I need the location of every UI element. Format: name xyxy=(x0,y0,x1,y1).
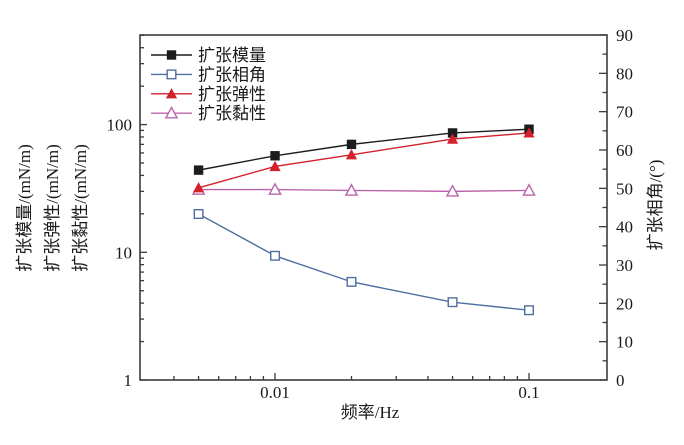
marker-modulus xyxy=(346,139,357,150)
y-left-tick-label: 100 xyxy=(107,116,133,135)
marker-elasticity xyxy=(446,133,459,144)
y-right-tick-label: 60 xyxy=(616,141,633,160)
marker-elasticity xyxy=(269,160,281,172)
legend-marker-viscosity xyxy=(164,106,179,119)
marker-elasticity xyxy=(345,149,358,160)
y-right-tick-label: 30 xyxy=(616,256,633,275)
y-right-tick-label: 40 xyxy=(616,218,633,237)
legend-label-phase-angle: 扩张相角 xyxy=(198,65,266,84)
plot-layer: 0.01 0.1 1 10 100 0 10 20 30 40 50 60 70 80 90 扩张模量扩张相角… xyxy=(107,26,634,402)
y-right-tick-label: 80 xyxy=(616,64,633,83)
legend-label-elasticity: 扩张弹性 xyxy=(198,85,266,104)
marker-viscosity xyxy=(268,182,282,195)
x-axis-tick-label: 0.1 xyxy=(518,383,539,402)
marker-viscosity xyxy=(344,183,359,196)
x-axis-title: 频率/Hz xyxy=(341,403,400,422)
series-line-phase-angle xyxy=(198,213,530,311)
marker-elasticity xyxy=(523,127,535,138)
legend-marker-elasticity xyxy=(165,88,178,99)
series-line-viscosity xyxy=(198,188,530,193)
x-axis-tick-label: 0.01 xyxy=(260,383,290,402)
y-left-title-viscosity: 扩张黏性/(mN/m) xyxy=(71,144,90,272)
y-left-title-modulus: 扩张模量/(mN/m) xyxy=(15,144,34,272)
marker-elasticity xyxy=(192,182,205,193)
marker-modulus xyxy=(270,151,280,161)
legend-label-modulus: 扩张模量 xyxy=(198,46,266,65)
marker-phase-angle xyxy=(270,250,281,261)
marker-phase-angle xyxy=(193,209,204,220)
y-right-tick-label: 90 xyxy=(616,26,633,45)
legend-marker-modulus xyxy=(166,50,177,60)
marker-phase-angle xyxy=(346,276,357,287)
y-right-tick-label: 50 xyxy=(616,179,633,198)
y-left-tick-label: 1 xyxy=(124,371,133,390)
y-right-tick-label: 0 xyxy=(616,371,625,390)
marker-modulus xyxy=(447,128,458,138)
legend-label-viscosity: 扩张黏性 xyxy=(198,104,266,123)
marker-modulus xyxy=(193,165,204,175)
y-right-tick-label: 20 xyxy=(616,294,633,313)
y-right-title-phase-angle: 扩张相角/(°) xyxy=(646,160,665,251)
series-line-modulus xyxy=(198,128,530,171)
y-right-tick-label: 10 xyxy=(616,333,633,352)
marker-phase-angle xyxy=(447,297,458,308)
marker-viscosity xyxy=(522,183,536,196)
y-left-tick-label: 10 xyxy=(115,243,132,262)
legend-marker-phase-angle xyxy=(166,69,177,80)
y-left-title-elasticity: 扩张弹性/(mN/m) xyxy=(43,144,62,272)
marker-viscosity xyxy=(445,184,460,197)
y-right-tick-label: 70 xyxy=(616,103,633,122)
marker-phase-angle xyxy=(524,305,535,316)
